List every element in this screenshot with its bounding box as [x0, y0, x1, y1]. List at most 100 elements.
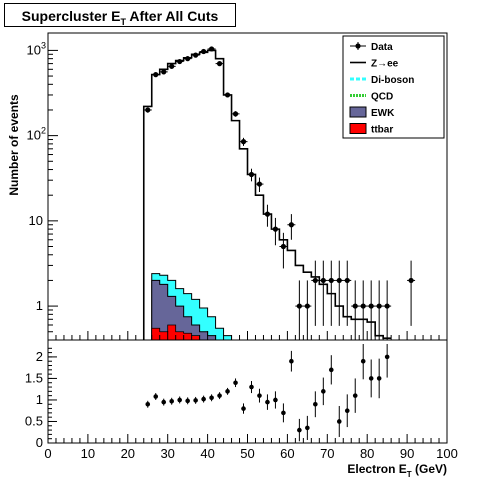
ratio-point [273, 397, 278, 403]
data-point [208, 46, 215, 52]
ratio-point [241, 406, 246, 411]
ratio-point [313, 401, 318, 407]
data-point [376, 303, 382, 309]
title-tail: After All Cuts [126, 8, 219, 24]
data-point [161, 69, 167, 75]
data-point [169, 63, 175, 69]
data-point [344, 277, 350, 284]
x-tick-label: 30 [160, 446, 174, 461]
legend-swatch-ewk [349, 106, 367, 118]
ratio-point [305, 425, 310, 431]
data-point [216, 60, 223, 67]
x-tick-label: 60 [280, 446, 294, 461]
x-axis-title: Electron ET (GeV) [347, 462, 447, 479]
x-tick-label: 90 [400, 446, 414, 461]
legend-label-qcd: QCD [371, 92, 393, 103]
legend-swatch-data-point [355, 43, 361, 49]
x-tick-label: 50 [240, 446, 254, 461]
ratio-point [297, 427, 302, 433]
data-point [312, 277, 318, 284]
ratio-y-tick-label: 0.5 [25, 413, 43, 428]
data-point [153, 72, 159, 78]
ratio-point [193, 398, 198, 403]
x-tick-label: 40 [200, 446, 214, 461]
ratio-point [145, 401, 151, 407]
data-point [328, 277, 334, 284]
ratio-point [217, 393, 222, 398]
data-point [145, 107, 151, 113]
data-point [368, 303, 374, 309]
data-point [296, 303, 302, 309]
ratio-point [153, 394, 159, 399]
ttbar-area [151, 324, 201, 341]
zee-line [142, 49, 392, 340]
ratio-point [177, 397, 182, 403]
ratio-point [209, 395, 214, 401]
ratio-point [344, 408, 350, 414]
data-point [177, 58, 183, 65]
legend-label-data: Data [371, 42, 393, 53]
title-text: Supercluster E [21, 8, 121, 24]
ratio-point [169, 398, 174, 404]
data-point [320, 277, 326, 284]
data-point [280, 243, 287, 250]
ratio-point [328, 367, 334, 373]
legend: Data Z→ee Di-boson QCD EWK ttbar [342, 35, 445, 139]
data-point [272, 226, 279, 232]
ratio-y-tick-label: 1.5 [25, 370, 43, 385]
x-tick-label: 20 [121, 446, 135, 461]
ratio-point [281, 410, 286, 416]
ratio-point [368, 376, 374, 381]
ratio-point [384, 354, 390, 360]
legend-label-ttbar: ttbar [371, 125, 393, 136]
data-point [232, 111, 239, 117]
legend-swatch-ttbar [349, 123, 367, 134]
y-tick-label: 102 [27, 126, 46, 143]
ratio-point [360, 358, 366, 364]
data-point [360, 303, 366, 309]
legend-box [342, 35, 445, 139]
ewk-area [143, 279, 224, 341]
data-point [264, 211, 271, 217]
ratio-point [161, 399, 167, 405]
ratio-point [289, 358, 294, 364]
data-point [288, 222, 294, 228]
data-point [384, 303, 390, 309]
ratio-y-tick-label: 2 [36, 349, 43, 364]
ratio-point [249, 384, 254, 390]
ratio-point [225, 389, 230, 394]
data-point [240, 139, 247, 145]
ratio-point [265, 399, 270, 405]
ratio-point [185, 398, 190, 404]
data-point [408, 277, 414, 284]
ratio-point [376, 376, 382, 381]
y-tick-label: 1 [36, 298, 43, 313]
data-point [336, 277, 342, 284]
data-point [185, 56, 191, 62]
data-point [304, 303, 310, 309]
x-tick-label: 10 [81, 446, 95, 461]
y-tick-label: 10 [29, 213, 43, 228]
data-point [224, 92, 231, 98]
legend-label-diboson: Di-boson [371, 75, 414, 86]
x-tick-label: 100 [436, 446, 458, 461]
ratio-y-tick-label: 1 [36, 392, 43, 407]
data-point [201, 48, 207, 55]
legend-label-zee: Z→ee [371, 59, 399, 70]
x-tick-label: 0 [44, 446, 51, 461]
title-subscript: T [120, 16, 127, 27]
data-point [352, 303, 358, 309]
data-point [256, 181, 263, 187]
x-tick-label: 80 [360, 446, 374, 461]
x-tick-label: 70 [320, 446, 334, 461]
ratio-point [321, 389, 326, 394]
ratio-point [336, 419, 342, 424]
data-point [248, 171, 255, 178]
ratio-y-tick-label: 0 [36, 435, 43, 450]
y-tick-label: 103 [27, 40, 46, 57]
ratio-point [201, 396, 206, 402]
chart-title: Supercluster ET After All Cuts [4, 3, 236, 27]
data-point [193, 52, 199, 58]
legend-label-ewk: EWK [371, 108, 395, 119]
